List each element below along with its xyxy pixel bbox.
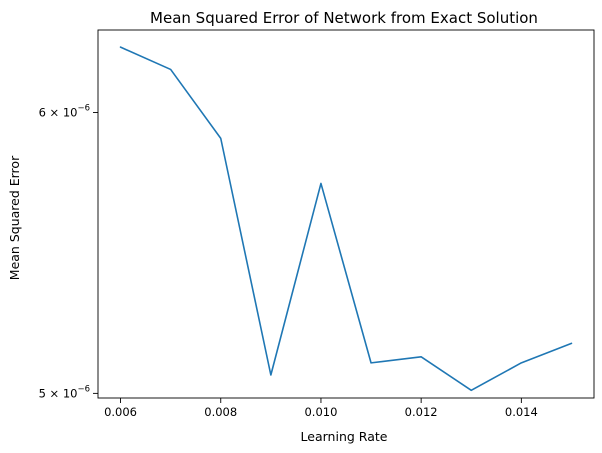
y-axis-label: Mean Squared Error <box>7 155 22 280</box>
chart-title: Mean Squared Error of Network from Exact… <box>150 9 538 27</box>
series-line <box>119 46 573 392</box>
plot-area <box>119 46 573 392</box>
x-tick-label: 0.012 <box>405 405 438 419</box>
x-tick-label: 0.010 <box>304 405 337 419</box>
y-tick-label: 6 × 10−6 <box>39 103 90 119</box>
x-axis-label: Learning Rate <box>301 429 388 444</box>
x-tick-label: 0.008 <box>204 405 237 419</box>
x-axis: 0.006 0.008 0.010 0.012 0.014 <box>104 398 538 419</box>
x-tick-label: 0.006 <box>104 405 137 419</box>
x-tick-label: 0.014 <box>505 405 538 419</box>
y-axis: 6 × 10−6 5 × 10−6 <box>39 103 98 400</box>
y-tick-label: 5 × 10−6 <box>39 384 90 400</box>
plot-frame <box>97 29 595 399</box>
